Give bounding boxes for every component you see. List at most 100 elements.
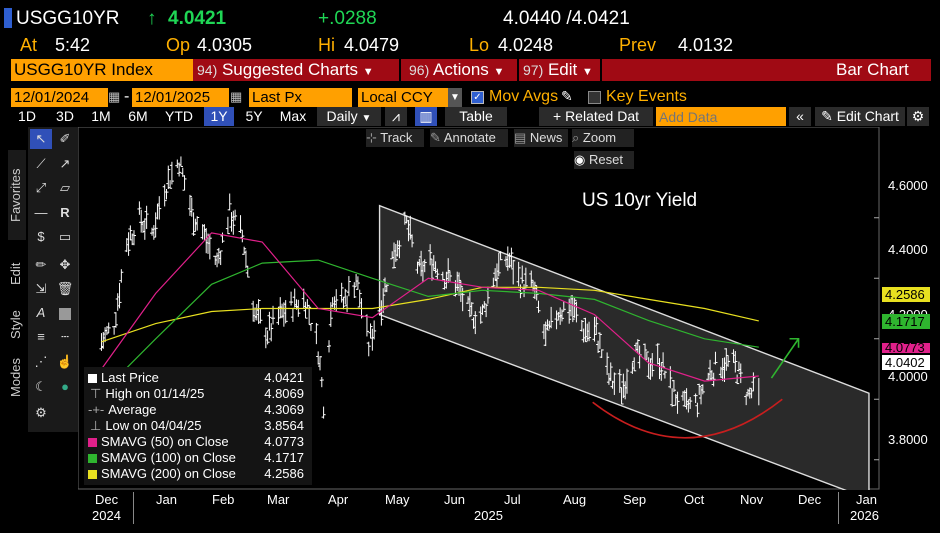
high-label: Hi — [318, 35, 335, 55]
trend-channel — [378, 204, 870, 490]
net-change: +.0288 — [318, 8, 377, 29]
pen-icon[interactable]: ✐ — [59, 131, 71, 146]
quote-header: USGG10YR ↑ 4.0421 +.0288 4.0440 /4.0421 — [0, 6, 940, 32]
open-value: 4.0305 — [197, 35, 253, 55]
pencil-icon[interactable]: ✎ — [561, 88, 573, 104]
calendar-icon[interactable]: ▦ — [230, 89, 243, 104]
at-value: 5:42 — [55, 35, 91, 55]
y-tick: 3.8000 — [888, 432, 928, 447]
channel-icon[interactable]: ▱ — [60, 180, 70, 195]
ray-icon[interactable]: ↗ — [59, 156, 71, 171]
move-icon[interactable]: ✥ — [59, 257, 71, 272]
add-data-input[interactable] — [656, 107, 786, 126]
legend-last-price: Last Price 4.0421 — [88, 370, 308, 385]
frequency-selector[interactable]: Daily ▼ — [317, 107, 381, 126]
gear-icon[interactable]: ⚙ — [35, 405, 47, 420]
legend-label: Last Price — [101, 370, 159, 385]
horizontal-line-icon[interactable]: — — [34, 205, 48, 220]
collapse-icon[interactable]: « — [789, 107, 811, 126]
line-weight-icon[interactable]: ≡ — [37, 329, 45, 344]
tab-edit[interactable]: Edit — [8, 262, 23, 286]
end-date-field[interactable]: 12/01/2025 — [132, 88, 229, 107]
period-1m[interactable]: 1M — [91, 108, 111, 124]
period-1y[interactable]: 1Y — [204, 107, 234, 126]
actions-menu[interactable]: 96) Actions ▼ — [409, 59, 521, 81]
line-style-icon[interactable]: ┄ — [61, 329, 69, 344]
crosshair-mode-icon[interactable]: ☾ — [35, 379, 47, 394]
calendar-icon[interactable]: ▦ — [108, 89, 121, 104]
period-3d[interactable]: 3D — [56, 108, 74, 124]
news-button[interactable]: ▤ News — [514, 129, 568, 147]
select-icon[interactable]: ⇲ — [35, 281, 47, 296]
start-date-field[interactable]: 12/01/2024 — [11, 88, 108, 107]
x-month: Oct — [684, 492, 705, 507]
last-price: 4.0421 — [168, 8, 227, 29]
x-month: Mar — [267, 492, 290, 507]
period-6m[interactable]: 6M — [128, 108, 148, 124]
brush-icon[interactable]: ✏ — [35, 257, 47, 272]
legend-value: 4.3069 — [264, 402, 304, 417]
security-field[interactable]: USGG10YR Index — [11, 59, 193, 81]
chevron-down-icon[interactable]: ▼ — [448, 88, 462, 107]
annotate-button[interactable]: ✎ Annotate — [430, 129, 508, 147]
legend-sma200: SMAVG (200) on Close 4.2586 — [88, 466, 308, 481]
period-max[interactable]: Max — [279, 108, 307, 124]
low-label: Lo — [469, 35, 490, 55]
price-label-icon[interactable]: $ — [37, 229, 45, 244]
x-month: Jun — [444, 492, 465, 507]
x-month: Dec — [95, 492, 119, 507]
tab-favorites[interactable]: Favorites — [8, 150, 26, 240]
sma100-badge: 4.1717 — [882, 314, 930, 329]
low-marker-icon: ⊥ — [90, 418, 102, 433]
text-style-icon[interactable]: A — [36, 305, 46, 320]
retracement-icon[interactable]: R — [60, 205, 70, 220]
gear-icon[interactable]: ⚙ — [907, 107, 929, 126]
currency-selector[interactable]: Local CCY — [358, 88, 448, 107]
fill-color-icon[interactable] — [54, 303, 76, 323]
segment-icon[interactable]: ⤢ — [35, 180, 47, 195]
pencil-icon: ✎ — [821, 108, 833, 124]
cursor-icon[interactable]: ↖ — [30, 129, 52, 149]
key-events-checkbox[interactable] — [588, 91, 601, 104]
line-chart-icon[interactable]: ⩘ — [385, 107, 407, 126]
pointer-mode-icon[interactable]: ☝ — [56, 354, 74, 369]
mov-avgs-checkbox[interactable]: ✓ — [471, 91, 484, 104]
zoom-button[interactable]: ⌕ Zoom — [572, 129, 634, 147]
field-selector[interactable]: Last Px — [249, 88, 352, 107]
dotted-line-icon[interactable]: ⋰ — [34, 354, 48, 369]
table-button[interactable]: Table — [445, 107, 507, 126]
frequency-label: Daily — [326, 108, 358, 124]
tab-style[interactable]: Style — [8, 310, 23, 340]
zoom-label: Zoom — [582, 130, 617, 145]
suggested-charts-label: Suggested Charts — [221, 60, 359, 79]
period-5y[interactable]: 5Y — [245, 108, 263, 124]
bid-ask: 4.0440 /4.0421 — [503, 8, 630, 29]
suggested-charts-menu[interactable]: 94) Suggested Charts ▼ — [197, 59, 407, 81]
menu-divider — [600, 59, 602, 81]
trash-icon[interactable]: 🗑 — [56, 281, 74, 296]
zoom-icon: ⌕ — [572, 130, 580, 145]
annotate-label: Annotate — [443, 130, 496, 145]
rounding-bottom-annotation — [592, 398, 783, 439]
tab-modes[interactable]: Modes — [8, 357, 23, 398]
ticker-symbol: USGG10YR — [16, 8, 120, 29]
x-month: Jan — [156, 492, 177, 507]
edit-chart-button[interactable]: ✎ Edit Chart — [815, 107, 905, 126]
sma50-line — [101, 232, 759, 382]
low-value: 4.0248 — [498, 35, 554, 55]
x-year: 2024 — [92, 508, 121, 523]
legend-value: 4.2586 — [264, 466, 304, 481]
x-month: Sep — [623, 492, 647, 507]
palette-icon[interactable]: ● — [61, 379, 69, 394]
legend-value: 4.8069 — [264, 386, 304, 401]
trendline-icon[interactable]: ⟋ — [36, 156, 46, 171]
period-ytd[interactable]: YTD — [165, 108, 193, 124]
edit-menu[interactable]: 97) Edit ▼ — [523, 59, 603, 81]
related-data-button[interactable]: + Related Dat — [539, 107, 653, 126]
period-1d[interactable]: 1D — [18, 108, 36, 124]
reset-button[interactable]: ◉ Reset — [574, 151, 634, 169]
track-button[interactable]: ⊹ Track — [366, 129, 424, 147]
rectangle-icon[interactable]: ▭ — [58, 229, 72, 244]
legend-value: 4.0773 — [264, 434, 304, 449]
bar-chart-icon[interactable]: ▥ — [415, 107, 437, 126]
